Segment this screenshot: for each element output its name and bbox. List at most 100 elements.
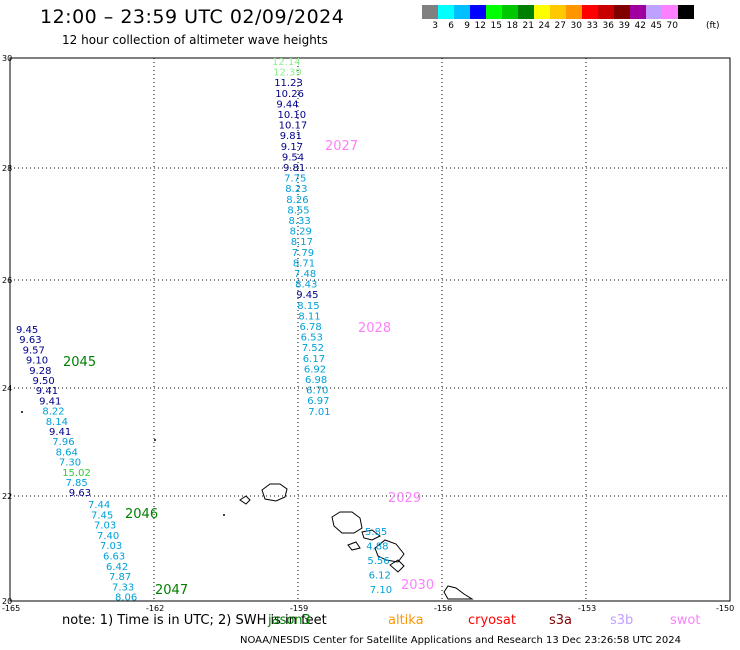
wave-height-value: 7.87	[109, 572, 131, 583]
satellite-swot: swot	[670, 613, 701, 628]
wave-height-value: 8.26	[286, 195, 308, 206]
legend-swatch	[502, 5, 518, 19]
wave-height-value: 9.28	[29, 366, 51, 377]
wave-height-value: 8.22	[42, 407, 64, 418]
wave-height-value: 7.85	[66, 478, 88, 489]
chart-title: 12:00 – 23:59 UTC 02/09/2024	[40, 6, 345, 28]
wave-height-value: 7.44	[88, 500, 110, 511]
wave-height-value: 8.11	[298, 311, 320, 322]
legend-label: 18	[506, 21, 518, 31]
track-time-label: 2028	[358, 321, 391, 336]
island-dot	[21, 411, 23, 413]
wave-height-value: 9.45	[16, 325, 38, 336]
wave-height-value: 6.98	[305, 375, 327, 386]
satellite-s3b: s3b	[610, 613, 634, 628]
satellite-cryosat: cryosat	[468, 613, 516, 628]
wave-height-value: 6.63	[103, 552, 125, 563]
legend-label: 30	[570, 21, 582, 31]
wave-height-value: 6.70	[306, 386, 328, 397]
wave-height-value: 8.29	[290, 227, 312, 238]
legend-unit: (ft)	[706, 21, 720, 31]
island-dot	[154, 439, 156, 441]
wave-height-value: 9.10	[26, 356, 48, 367]
wave-height-value: 12.14	[272, 57, 301, 68]
lat-tick-label: 30	[2, 54, 12, 63]
wave-height-value: 8.64	[56, 447, 78, 458]
legend-labels: 3 6 9 12 15 18 21 24 27 30 33 36 39 42 45 70	[422, 21, 694, 31]
legend-label: 42	[634, 21, 646, 31]
legend-label: 24	[538, 21, 550, 31]
satellite-s3a: s3a	[549, 613, 573, 628]
legend-swatch	[566, 5, 582, 19]
wave-height-value: 7.03	[94, 521, 116, 532]
legend-swatch	[630, 5, 646, 19]
legend-label: 9	[464, 21, 470, 31]
wave-height-value: 9.63	[69, 488, 91, 499]
wave-height-value: 8.23	[285, 184, 307, 195]
lon-tick-label: -165	[2, 604, 20, 613]
wave-height-value: 10.17	[279, 121, 308, 132]
chart-subtitle: 12 hour collection of altimeter wave hei…	[62, 33, 328, 47]
legend-label: 6	[448, 21, 454, 31]
wave-height-value: 7.03	[100, 541, 122, 552]
wave-height-value: 6.97	[307, 396, 329, 407]
wave-height-value: 4.88	[366, 542, 388, 553]
track-time-label: 2046	[125, 507, 158, 522]
wave-height-value: 7.10	[370, 585, 392, 596]
island-dot	[223, 514, 225, 516]
wave-height-value: 7.96	[52, 437, 74, 448]
legend-swatch	[454, 5, 470, 19]
legend-label: 12	[474, 21, 486, 31]
wave-height-value: 7.30	[59, 458, 81, 469]
legend-label: 21	[522, 21, 534, 31]
legend-swatch	[646, 5, 662, 19]
legend-label: 33	[586, 21, 598, 31]
lon-tick-label: -153	[578, 604, 596, 613]
legend-label: 70	[666, 21, 678, 31]
wave-height-value: 8.15	[297, 301, 319, 312]
wave-height-value: 9.45	[296, 290, 318, 301]
island-outline	[443, 585, 474, 600]
wave-height-value: 6.17	[303, 354, 325, 365]
lat-tick-label: 28	[2, 164, 12, 173]
island-outline	[389, 559, 405, 573]
wave-height-value: 6.92	[304, 364, 326, 375]
island-outline	[239, 495, 251, 505]
wave-height-value: 8.06	[115, 593, 137, 604]
island-outline	[347, 541, 361, 551]
legend-swatch	[662, 5, 678, 19]
satellite-altika: altika	[388, 613, 424, 628]
wave-height-value: 9.41	[36, 386, 58, 397]
wave-height-value: 8.71	[293, 258, 315, 269]
wave-height-value: 7.33	[112, 582, 134, 593]
wave-height-value: 9.57	[23, 345, 45, 356]
wave-height-value: 7.48	[294, 269, 316, 280]
legend-label: 27	[554, 21, 566, 31]
wave-height-value: 9.17	[281, 142, 303, 153]
legend-swatch	[582, 5, 598, 19]
map-frame	[9, 57, 731, 602]
color-legend: 3 6 9 12 15 18 21 24 27 30 33 36 39 42 45 70	[422, 5, 694, 31]
wave-height-value: 8.55	[287, 205, 309, 216]
legend-swatches	[422, 5, 694, 19]
wave-height-value: 9.50	[33, 376, 55, 387]
wave-height-value: 8.33	[289, 216, 311, 227]
wave-height-value: 12.39	[273, 68, 302, 79]
legend-label: 15	[490, 21, 502, 31]
legend-swatch	[614, 5, 630, 19]
legend-swatch	[550, 5, 566, 19]
wave-height-value: 11.23	[274, 78, 303, 89]
wave-height-value: 9.44	[276, 99, 298, 110]
wave-height-value: 6.12	[369, 571, 391, 582]
wave-height-value: 8.43	[295, 280, 317, 291]
legend-swatch	[422, 5, 438, 19]
wave-height-value: 9.54	[282, 152, 304, 163]
wave-height-value: 9.81	[280, 131, 302, 142]
footnote: note: 1) Time is in UTC; 2) SWH is in fe…	[62, 613, 327, 628]
wave-height-value: 5.85	[365, 527, 387, 538]
wave-height-value: 9.63	[19, 335, 41, 346]
lat-tick-label: 24	[2, 384, 12, 393]
wave-height-value: 6.53	[301, 333, 323, 344]
wave-height-value: 9.41	[49, 427, 71, 438]
lon-tick-label: -150	[716, 604, 734, 613]
